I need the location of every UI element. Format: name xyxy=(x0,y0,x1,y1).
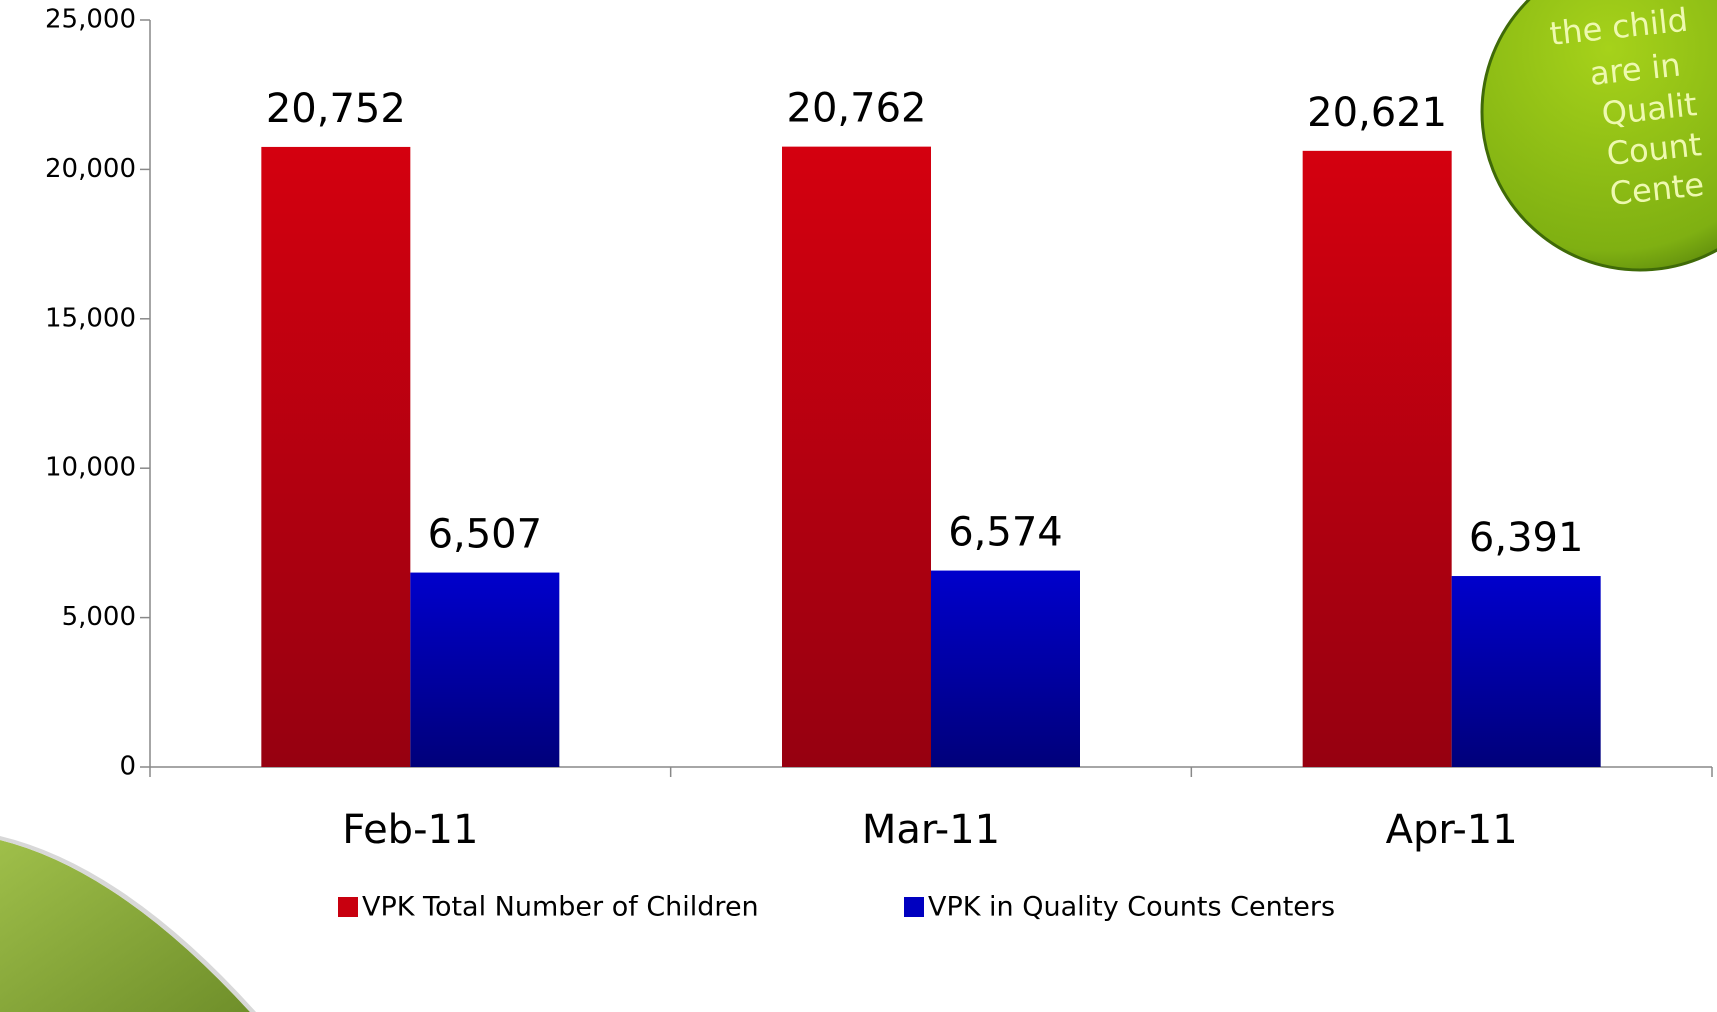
x-tick-label: Apr-11 xyxy=(1386,807,1518,853)
bar xyxy=(410,572,560,767)
value-label: 20,762 xyxy=(787,86,927,132)
bar xyxy=(261,146,411,767)
legend-label: VPK Total Number of Children xyxy=(362,892,759,923)
bar xyxy=(1302,150,1452,768)
y-tick-label: 20,000 xyxy=(45,154,136,184)
y-tick-label: 5,000 xyxy=(62,602,136,632)
value-label: 6,574 xyxy=(948,510,1063,556)
y-tick-label: 25,000 xyxy=(45,5,136,35)
value-label: 20,752 xyxy=(266,86,406,132)
y-tick-label: 15,000 xyxy=(45,303,136,333)
decoration-swoosh xyxy=(0,840,250,1012)
x-tick-label: Mar-11 xyxy=(862,807,1000,853)
value-label: 20,621 xyxy=(1307,90,1447,136)
legend-swatch xyxy=(904,897,924,917)
value-label: 6,507 xyxy=(428,512,543,558)
value-label: 6,391 xyxy=(1469,515,1584,561)
y-tick-label: 0 xyxy=(119,752,136,782)
bar xyxy=(931,570,1080,767)
legend-swatch xyxy=(338,897,358,917)
x-tick-label: Feb-11 xyxy=(342,807,478,853)
callout-text: are in xyxy=(1588,46,1683,93)
legend-label: VPK in Quality Counts Centers xyxy=(928,892,1335,923)
callout-circle xyxy=(1480,0,1717,272)
y-tick-label: 10,000 xyxy=(45,453,136,483)
bar xyxy=(782,146,931,767)
bar xyxy=(1451,576,1601,767)
